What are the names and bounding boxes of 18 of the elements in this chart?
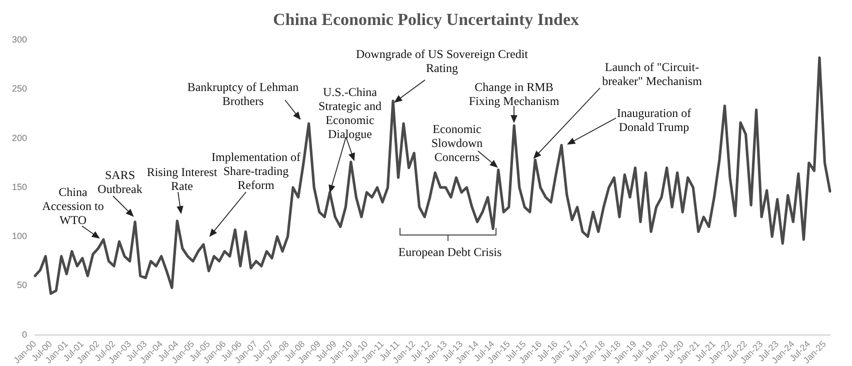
annotation: European Debt Crisis — [397, 245, 503, 259]
y-tick-label: 150 — [12, 182, 28, 192]
annotation: U.S.-China Strategic and Economic Dialogue — [318, 85, 382, 141]
y-tick-label: 0 — [22, 329, 28, 340]
y-tick-label: 300 — [12, 34, 28, 44]
annotation: SARS Outbreak — [98, 168, 142, 196]
annotation: Launch of "Circuit-breaker" Mechanism — [601, 60, 703, 88]
y-tick-label: 50 — [17, 280, 28, 290]
chart-title: China Economic Policy Uncertainty Index — [272, 10, 580, 30]
y-tick-label: 100 — [12, 231, 28, 242]
annotation: Economic Slowdown Concerns — [430, 122, 484, 164]
annotation: Inauguration of Donald Trump — [616, 106, 692, 134]
annotation: Bankruptcy of Lehman Brothers — [186, 80, 300, 108]
annotation: Change in RMB Fixing Mechanism — [468, 80, 560, 108]
y-tick-label: 250 — [12, 84, 28, 94]
y-tick-label: 200 — [12, 132, 28, 143]
annotation: Downgrade of US Sovereign Credit Rating — [355, 47, 529, 75]
annotation: Rising Interest Rate — [146, 165, 218, 193]
